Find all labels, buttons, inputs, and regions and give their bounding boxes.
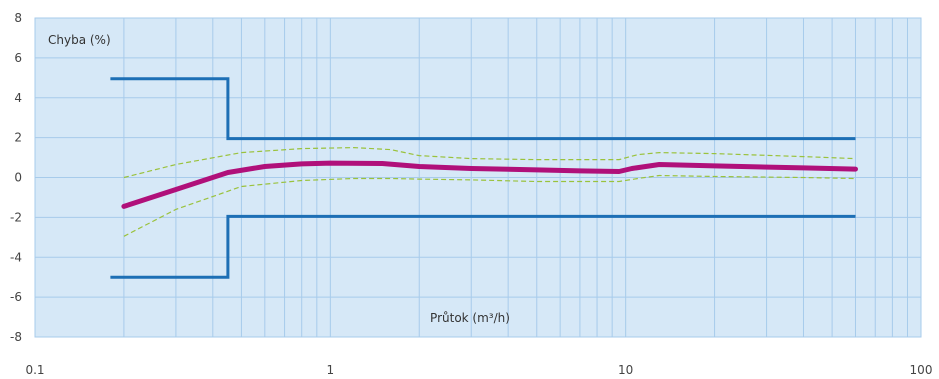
y-tick-label: 6: [14, 51, 22, 65]
y-tick-label: 0: [14, 171, 22, 185]
grid: [35, 18, 921, 337]
y-tick-label: -2: [10, 210, 22, 224]
y-tick-label: 2: [14, 131, 22, 145]
x-axis-label: Průtok (m³/h): [430, 311, 510, 325]
y-tick-label: -4: [10, 250, 22, 264]
tolerance-limit-line: [110, 77, 856, 141]
x-tick-label: 1: [327, 363, 335, 377]
y-tick-label: 8: [14, 11, 22, 25]
y-tick-label: -6: [10, 290, 22, 304]
y-tick-label: -8: [10, 330, 22, 344]
tolerance-band-line: [123, 174, 856, 237]
y-axis-ticks: 8 6 4 2 0 -2 -4 -6 -8: [10, 11, 22, 344]
x-tick-label: 10: [618, 363, 633, 377]
y-tick-label: 4: [14, 91, 22, 105]
x-tick-label: 0.1: [25, 363, 44, 377]
tolerance-limit-line: [110, 214, 856, 279]
tolerance-band-line: [123, 146, 856, 179]
error-curve-line: [121, 160, 858, 209]
x-tick-label: 100: [910, 363, 933, 377]
y-axis-label: Chyba (%): [48, 33, 111, 47]
series-layer: [110, 77, 858, 279]
x-axis-ticks: 0.1 1 10 100: [25, 363, 932, 377]
